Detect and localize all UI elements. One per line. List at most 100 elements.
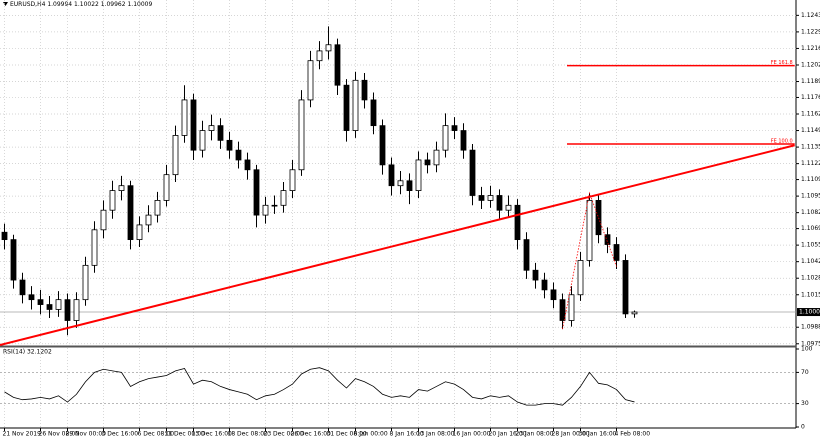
candle-body — [496, 195, 503, 211]
candle-body — [361, 79, 368, 101]
candle-body — [181, 99, 188, 136]
candle-body — [217, 125, 224, 141]
candle-body — [352, 79, 359, 131]
y-tick-label: 1.10955 — [801, 193, 820, 200]
y-tick-label: 1.11355 — [801, 144, 820, 151]
candle-body — [397, 180, 404, 187]
chart-title: EURUSD,H4 1.09994 1.10022 1.09962 1.1000… — [10, 1, 152, 8]
y-tick-label: 1.12430 — [801, 12, 820, 19]
candle-body — [406, 180, 413, 191]
candle-body — [19, 279, 26, 296]
candle-body — [55, 299, 62, 310]
candle-body — [1, 231, 8, 241]
candle-body — [550, 289, 557, 301]
y-tick-label: 1.11625 — [801, 111, 820, 118]
candle-body — [64, 299, 71, 321]
candle-body — [559, 299, 566, 321]
candle-body — [334, 44, 341, 86]
candle-body — [514, 204, 521, 241]
x-tick-label: 31 Dec 08:00 — [327, 431, 368, 438]
candle-body — [586, 199, 593, 261]
x-tick-label: 18 Dec 08:00 — [228, 431, 269, 438]
x-tick-label: 26 Nov 08:00 — [39, 431, 80, 438]
candle-body — [442, 125, 449, 151]
y-tick-label: 1.10820 — [801, 209, 820, 216]
candle-body — [469, 149, 476, 196]
x-tick-label: 23 Jan 08:00 — [516, 431, 554, 438]
fe-label: FE 100.0 — [771, 139, 793, 145]
candle-body — [325, 44, 332, 52]
x-tick-label: 8 Jan 16:00 — [390, 431, 424, 438]
y-tick-label: 1.11220 — [801, 160, 820, 167]
y-tick-label: 1.11760 — [801, 94, 820, 101]
candle-body — [253, 169, 260, 216]
candle-body — [379, 125, 386, 166]
y-tick-label: 1.09885 — [801, 324, 820, 331]
candle-body — [424, 159, 431, 166]
candle-body — [118, 185, 125, 191]
candle-body — [622, 260, 629, 315]
candle-body — [370, 99, 377, 127]
candle-body — [28, 294, 35, 301]
candle-body — [631, 311, 638, 315]
candle-body — [415, 159, 422, 191]
candle-body — [190, 99, 197, 151]
x-tick-label: 21 Nov 2019 — [3, 431, 42, 438]
rsi-title: RSI(14) 32.1202 — [3, 349, 52, 356]
candle-body — [10, 239, 17, 281]
candle-body — [613, 244, 620, 261]
y-tick-label: 1.12295 — [801, 28, 820, 35]
candle-body — [199, 130, 206, 151]
rsi-tick-label: 100 — [801, 346, 813, 353]
x-tick-label: 30 Jan 16:00 — [579, 431, 617, 438]
candle-body — [91, 229, 98, 266]
candle-body — [244, 159, 251, 171]
candle-body — [136, 224, 143, 241]
x-tick-label: 16 Jan 00:00 — [453, 431, 491, 438]
x-tick-label: 29 Nov 00:00 — [66, 431, 107, 438]
candle-body — [172, 135, 179, 176]
candle-body — [280, 190, 287, 206]
rsi-tick-label: 70 — [801, 369, 809, 376]
candle-body — [73, 299, 80, 321]
x-tick-label: 20 Jan 16:00 — [489, 431, 527, 438]
y-tick-label: 1.12025 — [801, 61, 820, 68]
candle-body — [460, 130, 467, 151]
y-tick-label: 1.11890 — [801, 78, 820, 85]
candle-body — [289, 169, 296, 191]
candle-body — [100, 209, 107, 231]
candle-body — [577, 260, 584, 296]
x-tick-label: 11 Dec 00:00 — [165, 431, 206, 438]
candle-body — [478, 195, 485, 201]
y-tick-label: 1.10690 — [801, 225, 820, 232]
x-tick-label: 4 Feb 08:00 — [615, 431, 651, 438]
x-tick-label: 13 Dec 16:00 — [192, 431, 233, 438]
rsi-tick-label: 30 — [801, 400, 809, 407]
x-tick-label: 26 Dec 16:00 — [291, 431, 332, 438]
candle-body — [487, 195, 494, 201]
candle-body — [451, 125, 458, 131]
x-tick-label: 3 Dec 16:00 — [102, 431, 139, 438]
candle-body — [262, 204, 269, 216]
candle-body — [307, 60, 314, 101]
y-tick-label: 1.09750 — [801, 340, 820, 347]
y-tick-label: 1.10285 — [801, 275, 820, 282]
fe-label: FE 161.8 — [771, 60, 793, 66]
x-tick-label: 28 Jan 00:00 — [552, 431, 590, 438]
candle-body — [343, 84, 350, 131]
y-tick-label: 1.10150 — [801, 291, 820, 298]
candle-body — [433, 149, 440, 166]
y-tick-label: 1.10420 — [801, 258, 820, 265]
x-tick-label: 13 Jan 08:00 — [417, 431, 455, 438]
candle-body — [127, 185, 134, 241]
candle-body — [595, 199, 602, 236]
candle-body — [109, 190, 116, 211]
candle-body — [46, 304, 53, 310]
candle-body — [298, 99, 305, 171]
candle-body — [271, 204, 278, 207]
candle-body — [208, 125, 215, 131]
candle-body — [316, 50, 323, 62]
candle-body — [163, 174, 170, 201]
